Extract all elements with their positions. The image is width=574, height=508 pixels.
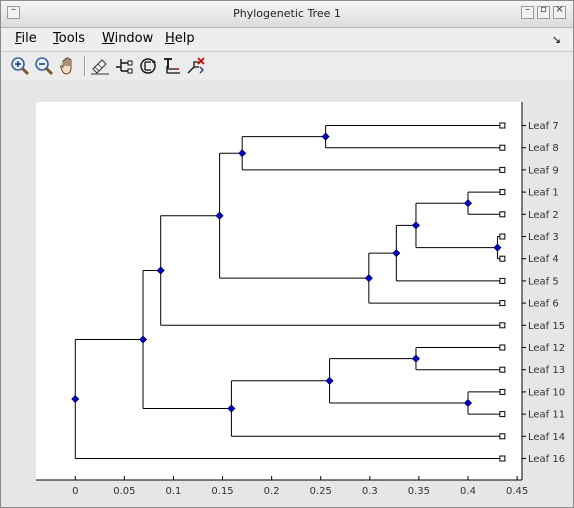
branch-node-marker[interactable] — [392, 249, 401, 258]
leaf-label: Leaf 7 — [528, 121, 559, 132]
toolbar — [1, 51, 573, 81]
leaf-node-marker[interactable] — [499, 455, 506, 462]
leaf-label: Leaf 6 — [528, 299, 559, 310]
menu-bar: File Tools Window Help ↘ — [1, 28, 573, 50]
rotate-branch-icon[interactable] — [137, 55, 159, 77]
branch-node-marker[interactable] — [325, 376, 334, 385]
toolbar-separator — [84, 56, 85, 76]
branch-node-marker[interactable] — [493, 243, 502, 252]
leaf-label: Leaf 8 — [528, 143, 559, 154]
leaf-node-marker[interactable] — [499, 211, 506, 218]
dock-figure-button[interactable]: ↘ — [551, 33, 561, 46]
menu-help-label: elp — [174, 31, 195, 46]
leaf-label: Leaf 4 — [528, 254, 559, 265]
zoom-out-icon[interactable] — [33, 55, 55, 77]
menu-tools[interactable]: Tools — [53, 31, 85, 46]
x-tick-label: 0.35 — [408, 486, 430, 497]
plot-area — [36, 102, 522, 480]
leaf-label: Leaf 16 — [528, 454, 565, 465]
menu-window-label: indow — [114, 31, 154, 46]
x-tick-label: 0.3 — [362, 486, 378, 497]
branch-node-marker[interactable] — [364, 274, 373, 283]
leaf-node-marker[interactable] — [499, 322, 506, 329]
leaf-label: Leaf 14 — [528, 432, 565, 443]
rename-icon[interactable] — [161, 55, 183, 77]
menu-file-mnemonic: F — [15, 31, 22, 46]
branch-node-marker[interactable] — [463, 398, 473, 408]
leaf-label: Leaf 2 — [528, 210, 559, 221]
leaf-node-marker[interactable] — [499, 122, 506, 129]
leaf-node-marker[interactable] — [499, 144, 506, 151]
branch-node-marker[interactable] — [411, 354, 420, 363]
branch-node-marker[interactable] — [227, 404, 236, 413]
x-tick-label: 0.1 — [166, 486, 182, 497]
branch-node-marker[interactable] — [321, 132, 330, 141]
x-tick-label: 0.05 — [113, 486, 135, 497]
branch-node-marker[interactable] — [411, 221, 420, 230]
maximize-button[interactable]: ▫ — [537, 4, 550, 19]
x-tick-label: 0.25 — [310, 486, 332, 497]
x-tick-label: 0.4 — [460, 486, 476, 497]
branch-node-marker[interactable] — [138, 335, 148, 344]
branch-node-marker[interactable] — [156, 266, 165, 275]
inspect-tool-icon[interactable] — [89, 55, 111, 77]
leaf-label: Leaf 5 — [528, 276, 559, 287]
leaf-node-marker[interactable] — [499, 233, 506, 240]
close-button[interactable]: × — [553, 4, 566, 19]
leaf-label: Leaf 9 — [528, 165, 559, 176]
close-icon: × — [555, 4, 564, 15]
x-tick-label: 0.2 — [264, 486, 280, 497]
branch-node-marker[interactable] — [215, 211, 224, 220]
leaf-node-marker[interactable] — [499, 189, 506, 196]
branch-node-marker[interactable] — [238, 149, 247, 158]
leaf-node-marker[interactable] — [499, 344, 506, 351]
menu-help[interactable]: Help — [165, 31, 195, 46]
menu-file[interactable]: File — [15, 31, 37, 46]
leaf-label: Leaf 13 — [528, 365, 565, 376]
collapse-expand-icon[interactable] — [113, 55, 135, 77]
prune-icon[interactable] — [185, 55, 207, 77]
leaf-node-marker[interactable] — [499, 277, 506, 284]
maximize-icon: ▫ — [540, 4, 547, 15]
menu-help-mnemonic: H — [165, 31, 175, 46]
leaf-label: Leaf 15 — [528, 321, 565, 332]
leaf-node-marker[interactable] — [499, 300, 506, 307]
leaf-node-marker[interactable] — [499, 255, 506, 262]
x-tick-label: 0 — [72, 486, 78, 497]
menu-tools-mnemonic: T — [53, 31, 59, 46]
leaf-label: Leaf 10 — [528, 387, 565, 398]
leaf-label: Leaf 12 — [528, 343, 565, 354]
window-menu-icon: – — [11, 4, 16, 15]
zoom-in-icon[interactable] — [9, 55, 31, 77]
minimize-icon: – — [525, 4, 530, 15]
leaf-node-marker[interactable] — [499, 166, 506, 173]
pan-hand-icon[interactable] — [57, 55, 79, 77]
minimize-button[interactable]: – — [521, 4, 534, 19]
branch-node-marker[interactable] — [463, 199, 473, 208]
leaf-node-marker[interactable] — [499, 411, 506, 418]
title-bar[interactable]: – Phylogenetic Tree 1 – ▫ × — [1, 1, 573, 28]
menu-file-label: ile — [21, 31, 37, 46]
phylogenetic-tree-plot[interactable]: Leaf 7 Leaf 8 Leaf 9 Leaf 1 Leaf 2 Leaf 3 Leaf… — [1, 80, 573, 507]
leaf-label: Leaf 3 — [528, 232, 559, 243]
x-tick-label: 0.45 — [506, 486, 528, 497]
figure-canvas: Leaf 7 Leaf 8 Leaf 9 Leaf 1 Leaf 2 Leaf 3 Leaf… — [1, 80, 573, 507]
x-tick-label: 0.15 — [211, 486, 233, 497]
leaf-node-marker[interactable] — [499, 433, 506, 440]
leaf-node-marker[interactable] — [499, 366, 506, 373]
menu-window-mnemonic: W — [102, 31, 115, 46]
leaf-label: Leaf 11 — [528, 410, 565, 421]
menu-tools-label: ools — [58, 31, 86, 46]
branch-node-marker[interactable] — [71, 394, 80, 404]
window-title: Phylogenetic Tree 1 — [233, 7, 341, 20]
leaf-node-marker[interactable] — [499, 388, 506, 395]
menu-window[interactable]: Window — [102, 31, 153, 46]
leaf-label: Leaf 1 — [528, 188, 559, 199]
window-menu-button[interactable]: – — [7, 4, 20, 19]
